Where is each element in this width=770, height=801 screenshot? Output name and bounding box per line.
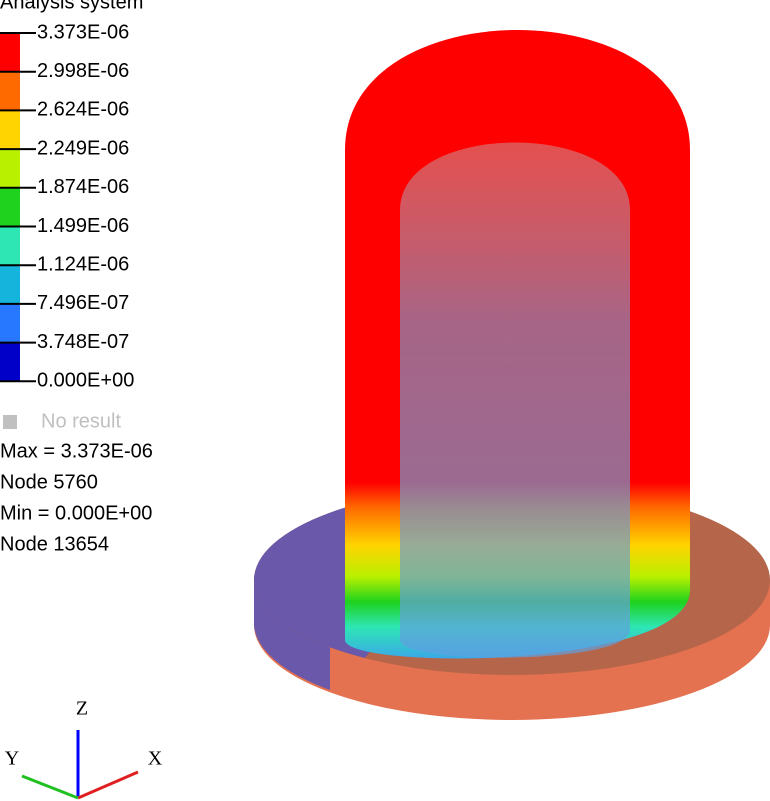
viewport: Analysis system 3.373E-06 2.998E-06 2.624E… [0,0,770,801]
legend: 3.373E-06 2.998E-06 2.624E-06 2.249E-06 1.87… [0,21,153,555]
summary-line: Node 13654 [0,533,109,555]
legend-label: 2.624E-06 [37,99,129,121]
summary-line: Min = 0.000E+00 [0,502,152,524]
color-band [0,265,20,304]
color-band [0,343,20,382]
legend-label: 1.874E-06 [37,176,129,198]
model [254,30,770,720]
no-result-swatch [3,415,17,429]
capsule-inner [400,143,630,658]
y-label: Y [5,748,19,770]
color-band [0,188,20,227]
legend-label: 7.496E-07 [37,292,129,314]
legend-label: 2.249E-06 [37,137,129,159]
x-label: X [148,748,163,770]
summary-line: Node 5760 [0,471,98,493]
color-band [0,227,20,266]
no-result-label: No result [41,410,121,432]
triad: Z Y X [5,698,163,798]
summary-line: Max = 3.373E-06 [0,440,153,462]
z-label: Z [76,698,88,720]
legend-label: 2.998E-06 [37,60,129,82]
x-axis [78,772,138,798]
color-band [0,33,20,72]
legend-title: Analysis system [0,0,143,13]
legend-label: 3.373E-06 [37,21,129,43]
legend-label: 0.000E+00 [37,370,134,392]
legend-label: 1.124E-06 [37,253,129,275]
legend-label: 3.748E-07 [37,331,129,353]
color-band [0,110,20,149]
legend-label: 1.499E-06 [37,215,129,237]
color-band [0,72,20,111]
color-band [0,304,20,343]
y-axis [22,776,78,798]
color-band [0,149,20,188]
